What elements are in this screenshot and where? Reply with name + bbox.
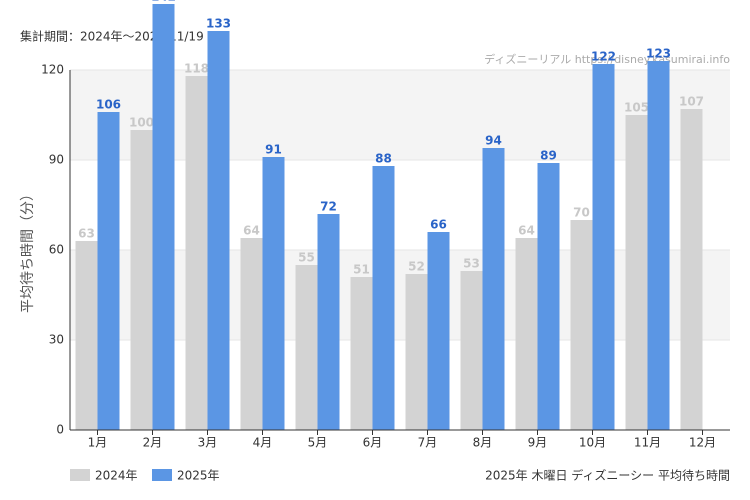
legend-swatch: [152, 469, 172, 481]
x-tick-label: 11月: [634, 436, 661, 450]
bar: [152, 4, 175, 430]
x-tick-label: 4月: [253, 436, 273, 450]
bar: [625, 115, 648, 430]
value-label: 89: [540, 149, 557, 163]
bar: [240, 238, 263, 430]
y-tick-label: 120: [41, 63, 64, 77]
x-tick-label: 9月: [528, 436, 548, 450]
bar: [207, 31, 230, 430]
x-tick-label: 5月: [308, 436, 328, 450]
grid-band: [70, 70, 730, 160]
bar: [647, 61, 670, 430]
value-label: 91: [265, 143, 282, 157]
x-tick-label: 6月: [363, 436, 383, 450]
grid-band: [70, 250, 730, 340]
x-tick-label: 3月: [198, 436, 218, 450]
bar: [537, 163, 560, 430]
value-label: 107: [679, 95, 704, 109]
x-tick-label: 2月: [143, 436, 163, 450]
bar: [130, 130, 153, 430]
bar: [515, 238, 538, 430]
y-tick-label: 90: [49, 153, 64, 167]
y-tick-label: 0: [56, 423, 64, 437]
value-label: 63: [78, 227, 95, 241]
bar: [482, 148, 505, 430]
chart-title: 2025年 木曜日 ディズニーシー 平均待ち時間: [485, 468, 730, 483]
y-tick-label: 60: [49, 243, 64, 257]
value-label: 64: [518, 224, 535, 238]
chart-subtitle: 集計期間：2024年～2025/11/19: [20, 29, 204, 44]
value-label: 88: [375, 152, 392, 166]
bar: [97, 112, 120, 430]
value-label: 94: [485, 134, 502, 148]
value-label: 51: [353, 263, 370, 277]
value-label: 64: [243, 224, 260, 238]
value-label: 118: [184, 62, 209, 76]
x-tick-label: 10月: [579, 436, 606, 450]
value-label: 66: [430, 218, 447, 232]
bar: [372, 166, 395, 430]
legend-swatch: [70, 469, 90, 481]
bar: [460, 271, 483, 430]
x-tick-label: 12月: [689, 436, 716, 450]
bar: [185, 76, 208, 430]
value-label: 123: [646, 47, 671, 61]
legend-label: 2025年: [177, 469, 220, 483]
y-axis-label: 平均待ち時間（分）: [20, 187, 36, 313]
x-tick-label: 7月: [418, 436, 438, 450]
bar: [317, 214, 340, 430]
bar: [262, 157, 285, 430]
bar: [295, 265, 318, 430]
value-label: 106: [96, 98, 121, 112]
value-label: 72: [320, 200, 337, 214]
legend-label: 2024年: [95, 469, 138, 483]
bar: [680, 109, 703, 430]
value-label: 52: [408, 260, 425, 274]
bar: [350, 277, 373, 430]
x-tick-label: 1月: [88, 436, 108, 450]
bar: [592, 64, 615, 430]
value-label: 122: [591, 50, 616, 64]
bar: [570, 220, 593, 430]
y-tick-label: 30: [49, 333, 64, 347]
value-label: 133: [206, 17, 231, 31]
value-label: 70: [573, 206, 590, 220]
bar: [427, 232, 450, 430]
bar: [405, 274, 428, 430]
x-tick-label: 8月: [473, 436, 493, 450]
value-label: 55: [298, 251, 315, 265]
value-label: 142: [151, 0, 176, 4]
value-label: 53: [463, 257, 480, 271]
bar: [75, 241, 98, 430]
value-label: 105: [624, 101, 649, 115]
value-label: 100: [129, 116, 154, 130]
